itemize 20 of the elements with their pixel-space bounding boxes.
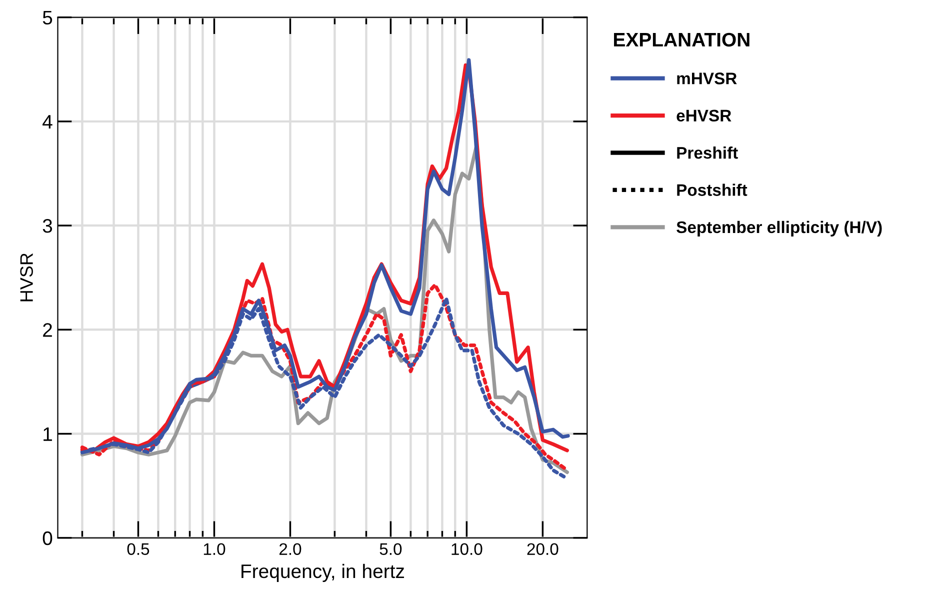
x-axis-title: Frequency, in hertz [242, 564, 404, 582]
y-tick-label: 5 [42, 10, 52, 25]
y-tick-label: 0 [42, 531, 52, 546]
text: Postshift [677, 184, 748, 196]
text: Preshift [677, 146, 738, 159]
x-tick-label: 10.0 [452, 543, 482, 555]
x-tick-label: 5.0 [380, 543, 402, 555]
legend-label: mHVSR [677, 72, 737, 84]
x-tick-label: 2.0 [279, 543, 302, 555]
legend-label: eHVSR [676, 110, 732, 122]
y-tick-label: 4 [42, 115, 52, 128]
y-tick-label: 2 [43, 323, 52, 337]
x-tick-label: 0.5 [127, 543, 150, 555]
legend-label: September ellipticity (H/V) [676, 220, 882, 236]
legend-title: EXPLANATION [614, 32, 750, 47]
x-tick-label: 20.0 [527, 543, 558, 555]
y-tick-label: 3 [42, 219, 52, 233]
y-tick-label: 1 [44, 427, 52, 441]
x-tick-label: 1.0 [204, 543, 226, 555]
y-axis-title: HVSR [20, 253, 33, 302]
